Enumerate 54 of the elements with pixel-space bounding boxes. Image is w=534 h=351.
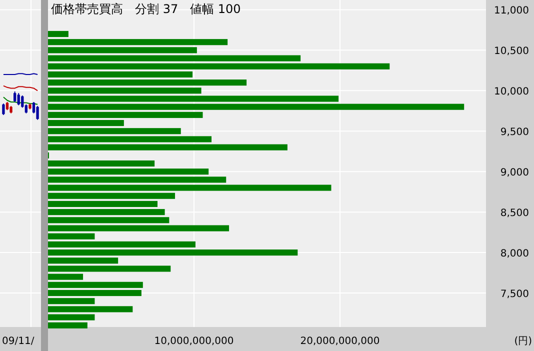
y-tick-label: 8,500 <box>500 208 529 220</box>
bar <box>48 298 95 304</box>
chart-title: 価格帯売買高 分割 37 値幅 100 <box>51 2 241 16</box>
x-axis-title: (円) <box>514 336 532 347</box>
bar <box>48 71 193 78</box>
bar <box>48 168 209 175</box>
bar <box>48 39 228 46</box>
bar <box>48 241 196 248</box>
bar <box>48 217 170 224</box>
y-tick-label: 10,000 <box>494 86 529 98</box>
bar <box>48 112 203 118</box>
x-tick-label: 20,000,000,000 <box>300 336 380 347</box>
bar <box>48 104 464 110</box>
bar <box>48 274 84 280</box>
text: 09/11/ <box>2 336 35 347</box>
bar <box>48 128 181 134</box>
candlestick <box>36 106 39 120</box>
candlestick <box>21 95 24 108</box>
candlestick <box>13 90 16 102</box>
y-tick-label: 11,000 <box>494 6 529 17</box>
bar <box>48 160 155 167</box>
y-tick-label: 7,500 <box>500 289 529 300</box>
y-tick-label: 9,500 <box>500 127 529 138</box>
bar <box>48 290 142 296</box>
candlestick <box>17 92 20 106</box>
bar <box>48 47 197 54</box>
y-tick-label: 8,000 <box>500 248 529 260</box>
bar <box>48 88 202 94</box>
bar <box>48 258 118 264</box>
bar <box>48 200 158 208</box>
bar <box>48 80 247 86</box>
bar <box>48 192 176 199</box>
candlestick <box>2 103 5 116</box>
bar <box>48 30 68 38</box>
bar <box>48 282 143 288</box>
bar <box>48 136 212 142</box>
bar <box>48 266 171 272</box>
bar <box>48 314 95 320</box>
bar <box>48 63 390 70</box>
y-tick-label: 10,500 <box>494 46 529 58</box>
bar <box>48 176 226 183</box>
bar <box>48 225 230 232</box>
bar <box>48 96 339 102</box>
bar <box>48 209 165 216</box>
bar <box>48 144 288 150</box>
bar <box>48 306 133 312</box>
bar <box>48 184 332 191</box>
y-tick-label: 9,000 <box>500 168 529 179</box>
bar <box>48 120 124 126</box>
bar <box>48 233 95 240</box>
bar <box>48 55 301 62</box>
x-tick-label: 10,000,000,000 <box>154 336 234 347</box>
bar <box>48 250 298 256</box>
bar <box>48 322 88 328</box>
